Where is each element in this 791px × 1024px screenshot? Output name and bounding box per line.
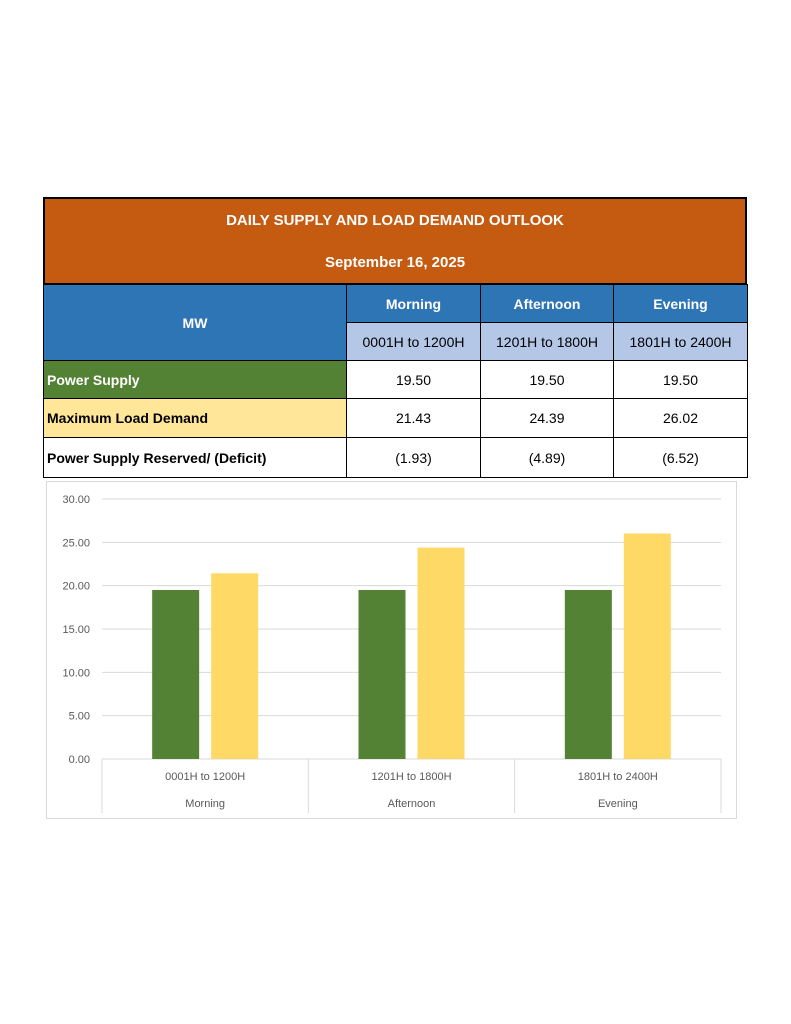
x-tick-label-period: Morning: [185, 798, 225, 810]
period-name: Evening: [613, 284, 748, 323]
period-name: Morning: [346, 284, 481, 323]
y-tick-label: 15.00: [62, 624, 90, 636]
bar-max-load-demand: [211, 573, 259, 759]
row-label: Power Supply Reserved/ (Deficit): [43, 437, 347, 478]
bar-power-supply: [152, 590, 200, 759]
x-tick-label-range: 1801H to 2400H: [578, 771, 658, 783]
bar-max-load-demand: [417, 547, 465, 759]
row-value: (6.52): [613, 437, 748, 478]
table-date: September 16, 2025: [324, 253, 466, 271]
row-label: Power Supply: [43, 360, 347, 399]
chart: 0.00 5.00 10.00 15.00 20.00 25.00 30.00 0001H t…: [46, 481, 737, 819]
table-title: DAILY SUPPLY AND LOAD DEMAND OUTLOOK: [226, 211, 564, 229]
bar-chart: 0.00 5.00 10.00 15.00 20.00 25.00 30.00 0001H t…: [62, 494, 722, 813]
period-range: 1801H to 2400H: [613, 322, 748, 361]
bar-max-load-demand: [623, 533, 671, 759]
unit-label: MW: [43, 284, 347, 361]
period-name: Afternoon: [480, 284, 614, 323]
x-tick-label-range: 1201H to 1800H: [371, 771, 451, 783]
x-tick-label-period: Afternoon: [388, 798, 436, 810]
y-tick-label: 0.00: [69, 754, 90, 766]
row-value: 19.50: [480, 360, 614, 399]
row-value: (4.89): [480, 437, 614, 478]
y-tick-label: 25.00: [62, 537, 90, 549]
row-value: 26.02: [613, 398, 748, 438]
row-value: 24.39: [480, 398, 614, 438]
period-range: 0001H to 1200H: [346, 322, 481, 361]
row-value: 21.43: [346, 398, 481, 438]
bar-power-supply: [564, 590, 612, 759]
row-value: 19.50: [346, 360, 481, 399]
bar-power-supply: [358, 590, 406, 759]
table-title-block: DAILY SUPPLY AND LOAD DEMAND OUTLOOK Sep…: [43, 197, 747, 285]
x-tick-label-range: 0001H to 1200H: [165, 771, 245, 783]
y-tick-label: 5.00: [69, 711, 90, 723]
row-value: (1.93): [346, 437, 481, 478]
y-tick-label: 20.00: [62, 581, 90, 593]
x-tick-label-period: Evening: [598, 798, 638, 810]
row-value: 19.50: [613, 360, 748, 399]
y-tick-label: 10.00: [62, 667, 90, 679]
y-tick-label: 30.00: [62, 494, 90, 506]
period-range: 1201H to 1800H: [480, 322, 614, 361]
row-label: Maximum Load Demand: [43, 398, 347, 438]
